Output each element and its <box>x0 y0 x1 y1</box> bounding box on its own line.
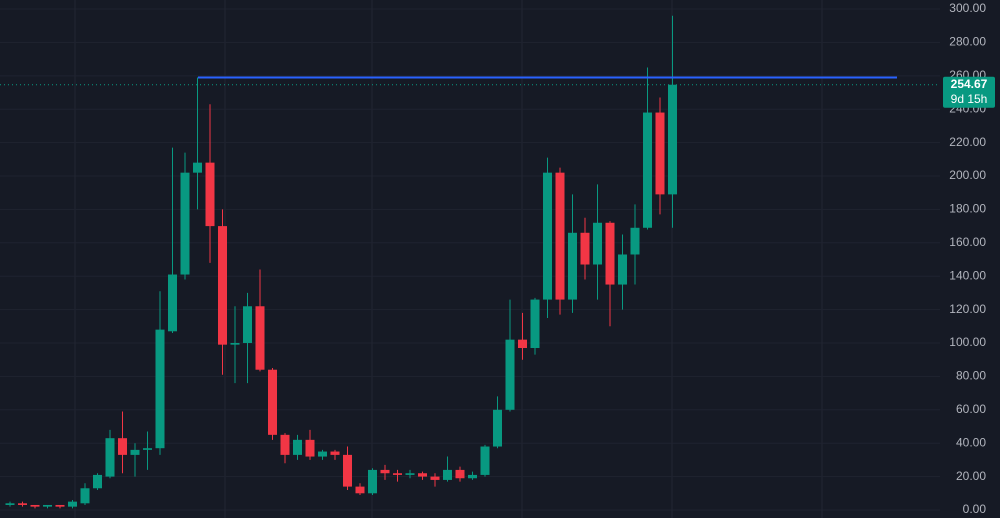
candle-body <box>355 486 365 494</box>
candle-body <box>418 473 427 477</box>
candle-body <box>618 254 627 285</box>
candle-body <box>205 162 215 227</box>
candle-body <box>668 84 677 195</box>
countdown-label: 9d 15h <box>951 92 988 106</box>
candle-body <box>43 504 52 507</box>
candle-body <box>5 503 15 505</box>
candle-body <box>330 451 340 455</box>
candle-body <box>368 469 377 494</box>
candle-body <box>180 172 190 275</box>
candle-body <box>393 473 402 475</box>
candle-body <box>543 172 552 300</box>
y-tick-label: 200.00 <box>949 168 986 182</box>
candle-body <box>168 274 177 332</box>
candle-body <box>305 439 315 457</box>
y-tick-label: 100.00 <box>949 335 986 349</box>
y-tick-label: 80.00 <box>956 369 986 383</box>
y-tick-label: 280.00 <box>949 35 986 49</box>
y-tick-label: 140.00 <box>949 268 986 282</box>
candle-body <box>555 172 565 300</box>
candle-body <box>105 438 115 477</box>
candle-body <box>405 473 415 475</box>
y-tick-label: 60.00 <box>956 402 986 416</box>
candle-body <box>143 448 152 450</box>
candle-body <box>493 409 502 447</box>
candle-body <box>580 232 590 265</box>
candle-body <box>80 488 90 504</box>
candle-body <box>455 469 465 479</box>
candle-body <box>443 469 452 480</box>
candle-body <box>468 474 477 479</box>
last-price-label: 254.67 <box>951 77 988 91</box>
candle-body <box>343 454 352 487</box>
candle-body <box>18 503 27 505</box>
candle-body <box>280 434 290 455</box>
candle-body <box>380 469 390 474</box>
y-tick-label: 180.00 <box>949 202 986 216</box>
candle-body <box>30 504 40 507</box>
y-tick-label: 300.00 <box>949 1 986 15</box>
candle-body <box>55 504 65 507</box>
candle-body <box>518 339 527 349</box>
candle-body <box>505 339 515 410</box>
candle-body <box>318 451 327 457</box>
candle-body <box>130 449 140 455</box>
candle-body <box>93 474 102 489</box>
candle-body <box>293 439 302 455</box>
candle-body <box>218 226 227 345</box>
candle-body <box>68 501 77 507</box>
candle-body <box>480 446 490 475</box>
last-price-box <box>943 76 995 108</box>
candle-body <box>630 227 640 255</box>
y-tick-label: 220.00 <box>949 135 986 149</box>
candle-body <box>655 112 665 195</box>
candle-body <box>243 306 252 343</box>
candle-body <box>118 438 127 455</box>
y-tick-label: 0.00 <box>963 502 987 516</box>
y-tick-label: 160.00 <box>949 235 986 249</box>
candle-body <box>430 476 440 480</box>
candle-body <box>193 162 202 173</box>
candle-body <box>268 369 277 435</box>
candle-body <box>530 299 540 349</box>
y-tick-label: 20.00 <box>956 469 986 483</box>
candle-body <box>568 232 577 300</box>
candle-body <box>230 342 240 345</box>
candle-body <box>255 306 265 370</box>
candle-body <box>593 222 602 265</box>
candle-body <box>155 329 165 449</box>
y-tick-label: 40.00 <box>956 435 986 449</box>
y-tick-label: 120.00 <box>949 302 986 316</box>
candle-body <box>643 112 652 228</box>
candle-body <box>605 222 615 285</box>
